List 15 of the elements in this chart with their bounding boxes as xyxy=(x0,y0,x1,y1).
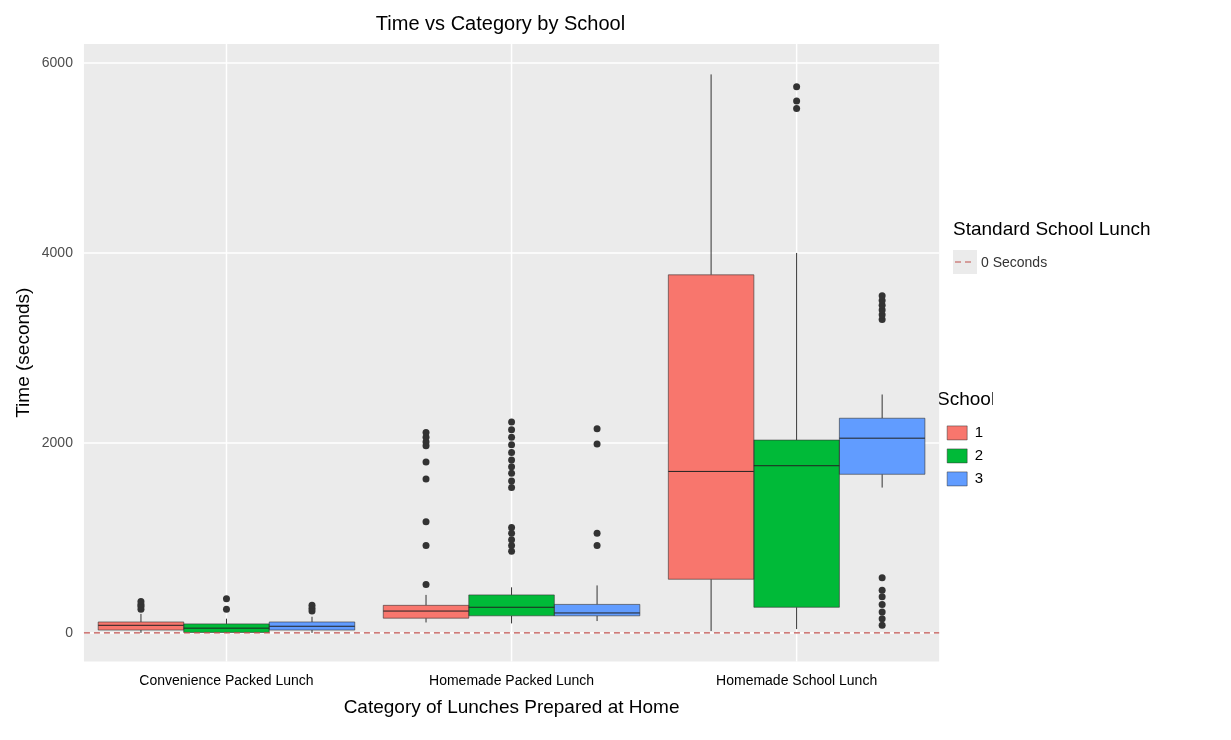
y-tick-label: 6000 xyxy=(41,53,74,70)
y-tick-label: 2000 xyxy=(41,433,74,450)
x-axis-title: Category of Lunches Prepared at Home xyxy=(343,695,680,717)
legend-label: 2 xyxy=(974,446,983,464)
chart-title: Time vs Category by School xyxy=(375,11,626,34)
x-tick-label: Convenience Packed Lunch xyxy=(139,671,314,688)
y-tick-label: 0 xyxy=(65,623,74,640)
x-tick-label: Homemade School Lunch xyxy=(716,671,878,688)
legend-label: 1 xyxy=(974,423,983,441)
y-axis-title: Time (seconds) xyxy=(11,287,33,418)
x-tick-label: Homemade Packed Lunch xyxy=(429,671,595,688)
text: Standard School Lunch xyxy=(953,218,1151,240)
legend-label: 0 Seconds xyxy=(981,254,1048,270)
legend-label: 3 xyxy=(974,469,983,487)
y-tick-label: 4000 xyxy=(41,243,74,260)
